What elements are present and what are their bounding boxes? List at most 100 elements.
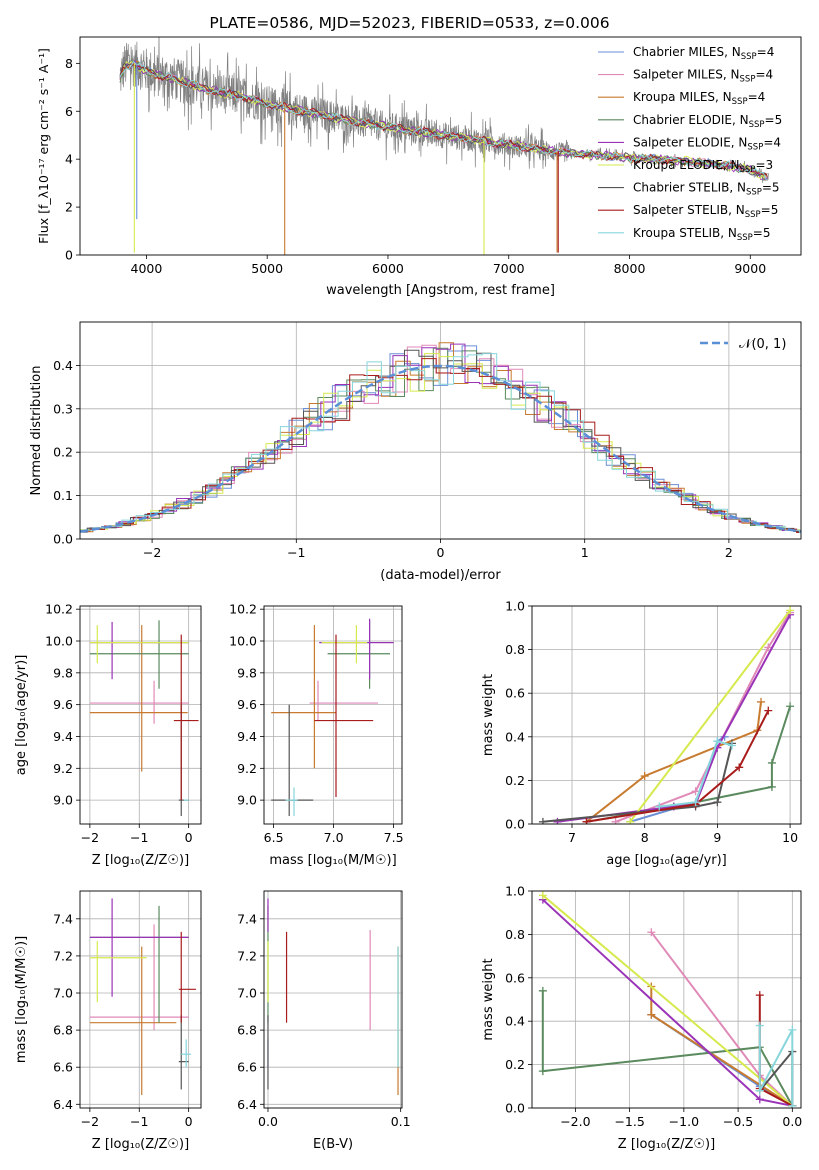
y-tick-label: 0.8: [505, 642, 525, 657]
axes-frame: [263, 890, 403, 1109]
plot-area-mass-weight-vs-Z: [538, 891, 797, 1108]
x-tick-label: 6000: [372, 261, 404, 276]
y-axis-label: age [log₁₀(age/yr)]: [14, 655, 29, 776]
x-tick-label: 0.0: [782, 1114, 802, 1129]
axes-residuals: −2 −1 0 1 2 0.0 0.1 0.2 0.3 0.4 (data-model)/error…: [29, 321, 802, 583]
data-point-marker: [691, 787, 700, 796]
data-point-marker: [788, 1101, 797, 1108]
y-tick-label: 8: [65, 56, 73, 71]
histogram-step: [80, 347, 801, 532]
y-tick-label: 6: [65, 104, 73, 119]
x-tick-label: 10: [782, 830, 798, 845]
x-tick-label: 5000: [251, 261, 283, 276]
data-point-marker: [755, 991, 764, 1000]
legend-label: Kroupa ELODIE, NSSP=3: [633, 158, 773, 175]
legend-label: Salpeter MILES, NSSP=4: [633, 68, 773, 85]
y-tick-label: 0.4: [505, 729, 525, 744]
x-tick-label: −1.5: [614, 1114, 644, 1129]
y-tick-label: 0.3: [53, 401, 73, 416]
y-tick-label: 9.4: [53, 729, 73, 744]
x-axis-label: wavelength [Angstrom, rest frame]: [326, 283, 555, 298]
x-tick-label: 6.5: [264, 830, 284, 845]
x-tick-label: −2: [81, 830, 99, 845]
x-tick-label: 7000: [493, 261, 525, 276]
x-tick-label: −1: [130, 1114, 148, 1129]
data-point-marker: [767, 782, 776, 791]
x-tick-label: 8000: [614, 261, 646, 276]
x-tick-label: −2.0: [560, 1114, 590, 1129]
data-point-marker: [647, 928, 656, 937]
axes-spectrum: 4000 5000 6000 7000 8000 9000 0 2 4 6 8 wavelength …: [36, 36, 802, 298]
y-tick-label: 6.8: [53, 1023, 73, 1038]
y-tick-label: 9.0: [53, 793, 73, 808]
plot-area-mass-weight-vs-age: [538, 606, 795, 824]
axes-frame: [79, 605, 202, 825]
y-tick-label: 2: [65, 200, 73, 215]
y-tick-label: 1.0: [505, 884, 525, 899]
y-tick-label: 6.6: [53, 1060, 73, 1075]
y-tick-label: 0.6: [505, 686, 525, 701]
x-tick-label: −2: [143, 545, 161, 560]
x-tick-label: 0.1: [391, 1114, 411, 1129]
x-tick-label: 7.5: [384, 830, 404, 845]
x-tick-label: 0: [185, 830, 193, 845]
legend-label: Chabrier MILES, NSSP=4: [633, 45, 774, 62]
plot-area-mass-vs-ebv: [267, 898, 399, 1096]
y-tick-label: 9.8: [53, 665, 73, 680]
axes-mass-weight-vs-age: 7 8 9 10 0.0 0.2 0.4 0.6 0.8 1.0 age [log₁₀(age/yr…: [481, 599, 802, 868]
data-point-marker: [538, 986, 547, 995]
legend-label: Kroupa MILES, NSSP=4: [633, 90, 765, 107]
legend-label: Salpeter ELODIE, NSSP=4: [633, 135, 781, 152]
y-tick-label: 0.4: [53, 358, 73, 373]
data-point-marker: [538, 891, 547, 900]
axes-frame: [263, 605, 403, 825]
axes-frame: [79, 890, 202, 1109]
y-tick-label: 0.0: [505, 817, 525, 832]
data-point-marker: [767, 758, 776, 767]
x-axis-label: mass [log₁₀(M/M☉)]: [269, 853, 396, 868]
series-line: [542, 743, 733, 823]
data-point-marker: [755, 1021, 764, 1030]
series-line: [629, 609, 791, 823]
data-point-marker: [691, 798, 700, 807]
legend-label: Chabrier ELODIE, NSSP=5: [633, 113, 782, 130]
plot-area-age-vs-Z: [89, 620, 199, 817]
x-tick-label: 0: [437, 545, 445, 560]
x-tick-label: 9000: [734, 261, 766, 276]
x-tick-label: 0: [185, 1114, 193, 1129]
x-tick-label: −1.0: [669, 1114, 699, 1129]
data-point-marker: [713, 737, 722, 746]
series-line: [585, 701, 762, 823]
data-point-marker: [757, 697, 766, 706]
data-point-marker: [582, 817, 591, 824]
x-axis-label: Z [log₁₀(Z/Z☉)]: [92, 1137, 189, 1152]
y-axis-label: mass [log₁₀(M/M☉)]: [14, 936, 29, 1063]
data-point-marker: [538, 817, 547, 824]
model-spectrum-line: [119, 60, 768, 180]
legend-label: Kroupa STELIB, NSSP=5: [633, 226, 771, 243]
y-tick-label: 9.6: [53, 697, 73, 712]
axes-mass-weight-vs-Z: −2.0 −1.5 −1.0 −0.5 0.0 0.0 0.2 0.4 0.6 0.8 1.0 Z […: [481, 884, 802, 1153]
axes-mass-vs-Z: −2 −1 0 6.4 6.6 6.8 7.0 7.2 7.4 Z [log₁₀(Z/Z☉)] ma…: [14, 890, 202, 1152]
series-line: [542, 894, 793, 1107]
y-tick-label: 1.0: [505, 599, 525, 614]
data-point-marker: [655, 802, 664, 811]
x-tick-label: −1: [287, 545, 305, 560]
observed-spectrum: [119, 37, 769, 183]
series-line: [659, 739, 733, 808]
data-point-marker: [755, 1086, 764, 1095]
y-tick-label: 0.2: [505, 1057, 525, 1072]
series-line: [586, 710, 770, 823]
data-point-marker: [764, 643, 773, 652]
x-tick-label: −2: [81, 1114, 99, 1129]
y-tick-label: 9.6: [237, 697, 257, 712]
data-point-marker: [626, 817, 635, 824]
y-tick-label: 0.6: [505, 970, 525, 985]
x-axis-label: E(B-V): [313, 1137, 353, 1152]
histogram-step: [80, 349, 801, 533]
y-tick-label: 7.4: [53, 911, 73, 926]
y-tick-label: 0: [65, 248, 73, 263]
y-tick-label: 6.4: [53, 1097, 73, 1112]
y-tick-label: 10.2: [229, 602, 257, 617]
